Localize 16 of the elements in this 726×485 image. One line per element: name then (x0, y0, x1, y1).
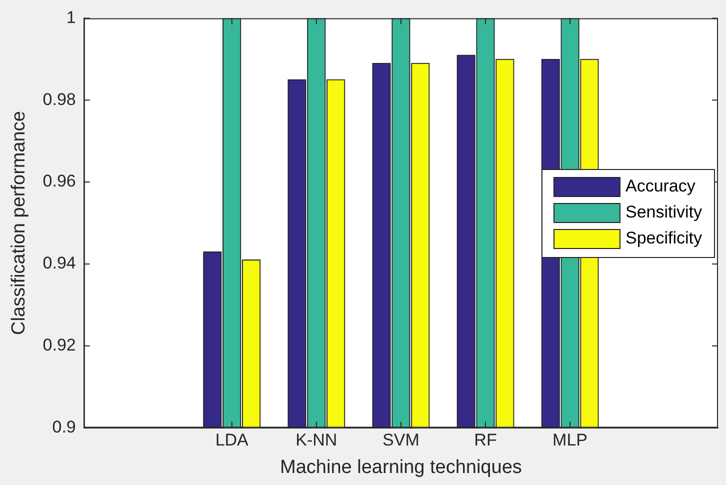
x-tick-label: RF (474, 430, 497, 450)
x-tick-label: SVM (382, 430, 420, 450)
legend-label: Specificity (625, 228, 702, 248)
y-tick-label: 0.98 (42, 90, 76, 109)
x-tick-label: LDA (215, 430, 250, 450)
y-tick-label: 1 (66, 8, 76, 27)
y-tick-label: 0.92 (42, 336, 76, 355)
x-axis-title: Machine learning techniques (280, 456, 522, 478)
legend-label: Accuracy (625, 176, 696, 196)
y-axis-title: Classification performance (8, 111, 30, 335)
legend-label: Sensitivity (625, 202, 702, 222)
y-tick-label: 0.9 (52, 417, 76, 436)
x-tick-label: K-NN (296, 430, 338, 450)
x-tick-label: MLP (552, 430, 588, 450)
y-tick-label: 0.96 (42, 172, 76, 191)
y-tick-label: 0.94 (42, 254, 76, 273)
